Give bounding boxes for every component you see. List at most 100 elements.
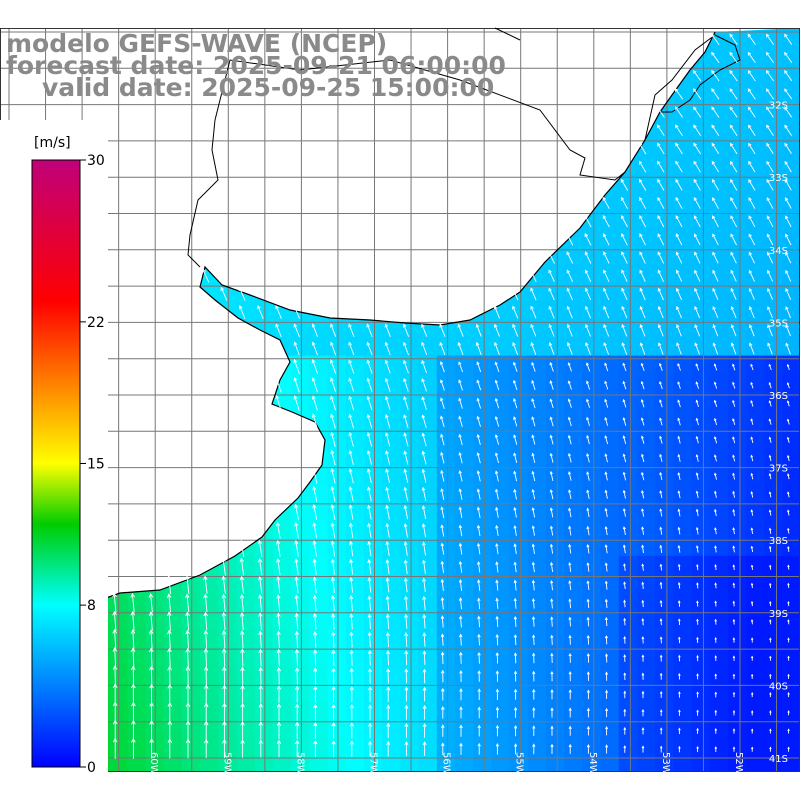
wind-arrow: [732, 363, 736, 371]
wind-arrow: [604, 416, 609, 426]
wind-arrow: [203, 593, 208, 613]
wind-arrow: [440, 397, 445, 409]
wind-arrow: [621, 215, 628, 228]
wind-arrow: [441, 742, 445, 755]
wind-arrow: [512, 379, 518, 391]
wind-arrow: [659, 599, 663, 607]
wind-arrow: [349, 704, 354, 721]
wind-arrow: [549, 361, 554, 372]
wind-arrow: [659, 654, 663, 662]
wind-arrow: [495, 615, 499, 628]
wind-arrow: [148, 629, 154, 650]
wind-arrow: [258, 703, 263, 722]
wind-arrow: [458, 361, 464, 373]
wind-arrow: [366, 450, 373, 465]
wind-arrow: [767, 287, 774, 300]
wind-arrow: [750, 418, 754, 425]
wind-arrow: [366, 323, 373, 337]
wind-arrow: [678, 672, 681, 680]
wind-arrow: [623, 690, 627, 699]
wind-arrow: [641, 526, 645, 535]
wind-arrow: [512, 287, 519, 301]
wind-arrow: [549, 543, 554, 554]
wind-arrow: [130, 592, 135, 613]
wind-arrow: [732, 673, 736, 680]
wind-arrow: [659, 672, 663, 680]
title-valid-date: valid date: 2025-09-25 15:00:00: [42, 73, 495, 102]
wind-arrow: [659, 417, 663, 426]
wind-arrow: [604, 525, 608, 536]
wind-arrow: [675, 287, 683, 301]
wind-arrow: [385, 577, 390, 593]
wind-arrow: [149, 665, 154, 686]
wind-arrow: [367, 577, 372, 593]
wind-arrow: [312, 631, 318, 648]
wind-arrow: [385, 649, 390, 666]
wind-arrow: [586, 380, 591, 390]
wind-arrow: [348, 522, 354, 538]
wind-arrow: [294, 503, 299, 521]
colorbar-tick-label: 30: [87, 153, 105, 169]
wind-arrow: [695, 508, 699, 517]
wind-arrow: [659, 362, 663, 371]
wind-arrow: [711, 178, 719, 191]
wind-arrow: [768, 473, 772, 480]
wind-arrow: [604, 453, 608, 463]
wind-arrow: [641, 727, 645, 735]
wind-arrow: [730, 197, 738, 209]
wind-arrow: [605, 707, 609, 718]
wind-arrow: [294, 594, 299, 612]
wind-arrow: [730, 287, 737, 300]
wind-arrow: [549, 525, 554, 536]
wind-arrow: [112, 665, 118, 686]
wind-arrow: [732, 582, 736, 589]
wind-arrow: [477, 579, 481, 591]
wind-arrow: [221, 648, 227, 667]
title-model: modelo GEFS-WAVE (NCEP): [6, 29, 388, 58]
wind-arrow: [458, 379, 463, 391]
wind-arrow: [313, 721, 318, 739]
wind-arrow: [769, 637, 772, 643]
wind-arrow: [784, 88, 793, 100]
wind-arrow: [130, 629, 136, 650]
wind-arrow: [550, 616, 554, 627]
wind-arrow: [402, 341, 409, 356]
wind-arrow: [258, 594, 263, 612]
wind-arrow: [495, 524, 499, 536]
wind-arrow: [458, 470, 463, 482]
wind-arrow: [312, 522, 318, 539]
wind-arrow: [148, 593, 154, 613]
wind-arrow: [696, 745, 699, 753]
latitude-label: 39S: [769, 609, 788, 620]
wind-arrow: [348, 413, 355, 429]
wind-arrow: [495, 652, 499, 664]
wind-arrow: [403, 504, 409, 520]
wind-arrow: [694, 324, 701, 337]
wind-arrow: [602, 214, 610, 228]
wind-arrow: [422, 650, 427, 665]
wind-arrow: [294, 521, 299, 539]
wind-arrow: [512, 361, 518, 372]
wind-arrow: [239, 593, 245, 612]
wind-arrow: [421, 486, 427, 501]
wind-arrow: [167, 683, 173, 704]
wind-arrow: [604, 362, 609, 372]
colorbar-tick-label: 8: [87, 598, 96, 614]
wind-arrow: [622, 453, 627, 463]
wind-arrow: [330, 522, 336, 539]
wind-arrow: [311, 341, 318, 356]
wind-arrow: [621, 324, 628, 337]
wind-arrow: [766, 178, 774, 191]
wind-arrow: [769, 600, 772, 607]
wind-arrow: [476, 434, 481, 446]
wind-arrow: [568, 689, 572, 700]
wind-arrow: [348, 323, 355, 337]
wind-arrow: [714, 527, 717, 535]
wind-arrow: [604, 380, 609, 390]
wind-arrow: [441, 706, 445, 719]
wind-arrow: [293, 341, 300, 356]
wind-arrow: [368, 722, 372, 739]
wind-arrow: [675, 178, 683, 191]
wind-arrow: [640, 380, 645, 390]
wind-arrow: [294, 558, 299, 575]
